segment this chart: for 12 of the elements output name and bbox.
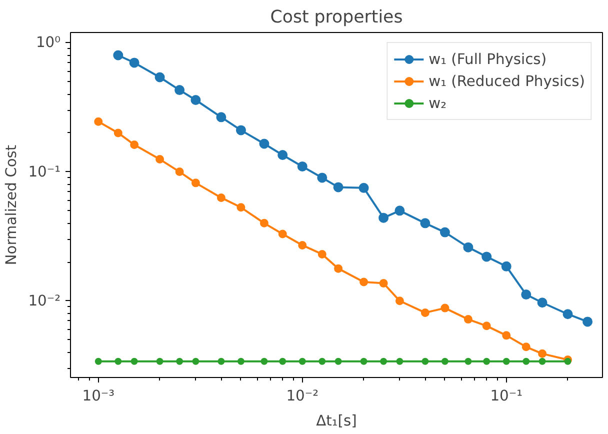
legend-label: w₁ (Full Physics) (428, 50, 547, 68)
y-tick-label: 10⁻¹ (28, 163, 61, 180)
x-axis-title: Δt₁[s] (316, 412, 357, 430)
legend-label: w₂ (428, 94, 448, 112)
legend-label: w₁ (Reduced Physics) (428, 72, 585, 90)
y-tick-label: 10⁻² (28, 292, 61, 310)
y-tick-label: 10⁰ (36, 34, 61, 52)
y-axis-title: Normalized Cost (3, 144, 20, 266)
x-tick-label: 10⁻² (286, 388, 319, 404)
chart-title: Cost properties (270, 8, 403, 28)
x-tick-label: 10⁻³ (82, 388, 115, 404)
x-tick-label: 10⁻¹ (490, 388, 523, 404)
